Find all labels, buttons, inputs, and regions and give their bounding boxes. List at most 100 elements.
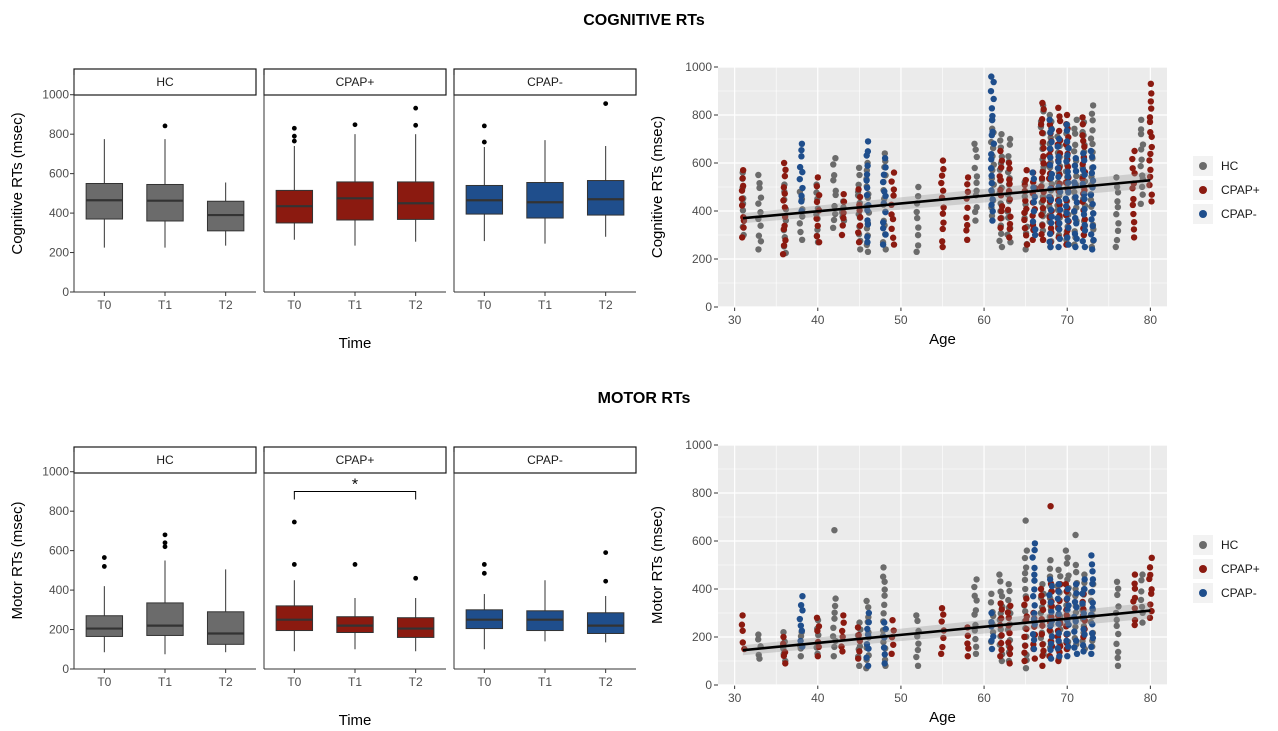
scatter0-point-hc (881, 150, 889, 157)
box1-outlier-point (603, 550, 609, 556)
scatter0-point-cpapplus (856, 222, 864, 229)
scatter1-point-hc (863, 597, 870, 605)
scatter0-legend-swatch (1199, 162, 1207, 170)
scatter0-point-hc (1087, 135, 1095, 142)
scatter1-point-hc (914, 646, 922, 654)
scatter0-point-hc (1138, 156, 1145, 163)
scatter1-point-cpapplus (1038, 631, 1046, 638)
scatter1-point-cpapplus (1023, 625, 1030, 633)
scatter1-xtick-label: 60 (977, 691, 991, 705)
scatter1-point-cpapminus (1089, 605, 1096, 612)
scatter1-point-cpapplus (1131, 594, 1139, 602)
scatter0-point-cpapminus (988, 156, 995, 163)
scatter0-point-cpapminus (1055, 153, 1062, 160)
scatter0-point-cpapplus (1131, 147, 1138, 155)
scatter1-point-cpapminus (990, 633, 997, 640)
box1-significance-label: * (352, 476, 358, 493)
scatter0-point-cpapminus (1072, 243, 1079, 251)
scatter0-point-cpapplus (890, 169, 898, 176)
scatter1-point-hc (865, 604, 872, 611)
scatter0-point-cpapplus (1130, 234, 1138, 241)
scatter0-point-cpapplus (997, 224, 1004, 231)
scatter0-point-cpapplus (1029, 236, 1036, 243)
scatter0-point-cpapminus (1047, 154, 1054, 161)
scatter0-point-cpapplus (780, 197, 787, 204)
scatter0-point-cpapminus (799, 168, 806, 176)
scatter1-point-cpapminus (1072, 581, 1080, 588)
scatter1-point-hc (880, 564, 887, 571)
scatter0-point-hc (757, 194, 765, 201)
scatter1-point-cpapplus (1146, 614, 1154, 621)
scatter0-point-cpapplus (1146, 181, 1153, 189)
scatter0-point-hc (915, 183, 922, 191)
scatter0-point-cpapminus (1079, 237, 1086, 245)
scatter1-point-cpapplus (782, 660, 789, 667)
scatter0-point-hc (856, 171, 863, 179)
scatter1-point-hc (913, 653, 920, 661)
scatter1-point-cpapminus (1065, 643, 1072, 650)
scatter0-point-cpapplus (1055, 104, 1062, 112)
box0-outlier-point (291, 125, 297, 131)
scatter0-point-cpapplus (996, 173, 1003, 180)
box0-ytick-label: 800 (49, 127, 69, 141)
scatter1-point-hc (1022, 517, 1029, 524)
scatter1-point-cpapplus (997, 653, 1004, 660)
scatter1-point-cpapminus (1031, 602, 1038, 609)
scatter0-ytick-label: 800 (692, 108, 712, 122)
scatter0-point-hc (1089, 140, 1096, 148)
scatter1-point-cpapminus (864, 662, 872, 669)
scatter1-point-cpapplus (1131, 621, 1138, 629)
scatter0-point-cpapplus (1079, 121, 1087, 128)
scatter1-point-cpapminus (882, 625, 889, 633)
scatter0-point-cpapplus (1080, 137, 1087, 145)
scatter1-point-cpapminus (1054, 595, 1062, 602)
box0-box (396, 181, 435, 220)
box0-outlier-point (291, 133, 297, 139)
scatter1-point-cpapminus (1080, 626, 1087, 633)
scatter0-point-hc (1137, 200, 1144, 207)
scatter1-point-hc (915, 640, 922, 647)
scatter0-point-cpapplus (1022, 232, 1030, 239)
scatter1-point-hc (1139, 619, 1146, 626)
scatter0-point-hc (1114, 227, 1122, 235)
scatter0-point-cpapminus (1090, 236, 1097, 244)
scatter1-point-cpapplus (739, 627, 746, 634)
box1-xtick-label: T1 (158, 675, 172, 689)
box0-box (586, 180, 625, 216)
scatter0-point-cpapminus (987, 165, 995, 172)
scatter0-point-cpapminus (989, 208, 996, 215)
scatter1-point-cpapminus (1064, 585, 1072, 593)
scatter0-point-cpapminus (988, 201, 995, 209)
scatter0-point-cpapminus (1089, 177, 1097, 184)
scatter0-point-cpapplus (814, 222, 821, 230)
box0-facet-strip (263, 68, 447, 96)
scatter0-point-cpapminus (1063, 138, 1071, 145)
scatter1-point-cpapminus (1088, 630, 1096, 637)
scatter1-point-hc (972, 607, 980, 614)
scatter1-point-cpapminus (1081, 631, 1088, 638)
scatter1-legend-label: CPAP- (1221, 586, 1257, 600)
scatter0-point-cpapminus (1081, 195, 1088, 203)
scatter1-point-cpapplus (937, 650, 945, 657)
scatter0-point-hc (1071, 125, 1078, 133)
scatter1-point-hc (1072, 623, 1079, 631)
scatter0-point-cpapminus (1063, 121, 1070, 128)
scatter1-point-cpapplus (1039, 622, 1046, 629)
scatter0-point-cpapplus (1006, 196, 1014, 203)
scatter1-point-cpapplus (997, 600, 1004, 607)
scatter1-point-hc (914, 662, 922, 669)
scatter1-point-cpapminus (1056, 653, 1063, 660)
scatter0-point-cpapminus (1089, 222, 1096, 230)
scatter0-point-hc (1112, 243, 1119, 251)
scatter0-point-cpapplus (1148, 143, 1155, 151)
scatter0-point-hc (971, 164, 978, 172)
box1-box (586, 612, 625, 634)
scatter0-point-cpapplus (1046, 121, 1054, 128)
scatter1-point-hc (1055, 566, 1062, 573)
scatter1-point-hc (1081, 571, 1088, 578)
scatter0-point-cpapminus (1031, 231, 1039, 239)
scatter0-ytick-label: 200 (692, 252, 712, 266)
scatter1-point-cpapminus (1089, 621, 1096, 628)
scatter0-point-cpapplus (1021, 216, 1028, 224)
scatter1-point-cpapminus (1081, 576, 1088, 583)
